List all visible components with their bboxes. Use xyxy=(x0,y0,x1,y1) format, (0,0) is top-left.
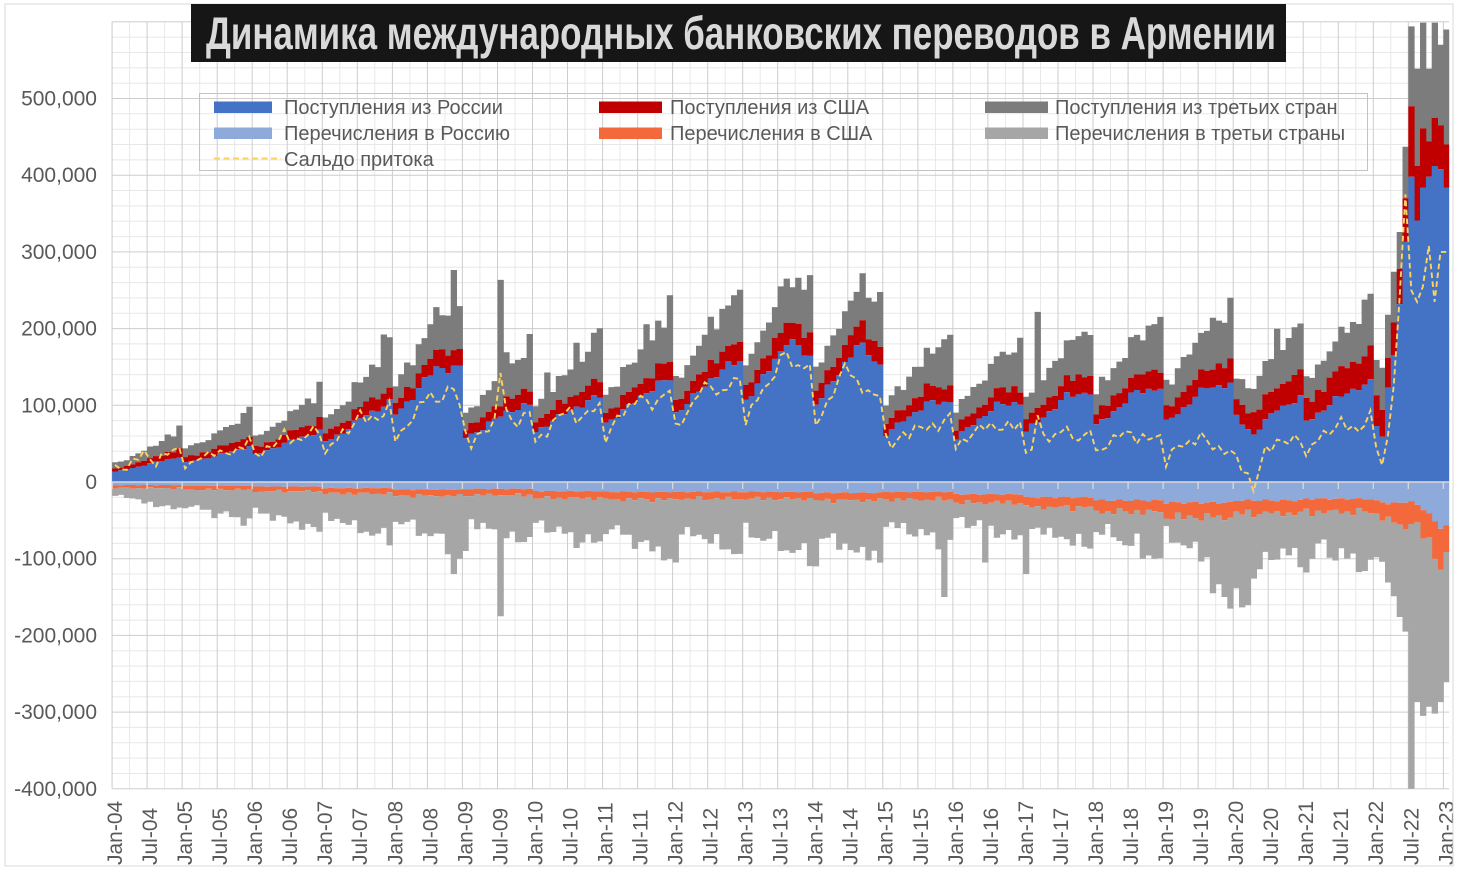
svg-text:Перечисления в третьи страны: Перечисления в третьи страны xyxy=(1055,123,1345,145)
svg-text:Jan-10: Jan-10 xyxy=(524,801,547,865)
svg-text:Сальдо притока: Сальдо притока xyxy=(284,149,435,171)
svg-text:Jul-12: Jul-12 xyxy=(700,808,723,865)
svg-text:Jul-14: Jul-14 xyxy=(840,807,863,865)
svg-text:Jul-11: Jul-11 xyxy=(630,809,653,865)
svg-text:-400,000: -400,000 xyxy=(14,778,97,801)
svg-text:Jan-06: Jan-06 xyxy=(244,801,267,865)
svg-text:Jul-20: Jul-20 xyxy=(1260,808,1283,865)
svg-text:Jul-13: Jul-13 xyxy=(770,808,793,865)
svg-text:0: 0 xyxy=(85,471,97,494)
svg-text:200,000: 200,000 xyxy=(21,318,97,341)
svg-text:Jul-04: Jul-04 xyxy=(139,807,162,865)
svg-text:Jul-08: Jul-08 xyxy=(419,808,442,865)
svg-text:Перечисления в США: Перечисления в США xyxy=(670,123,873,145)
svg-text:500,000: 500,000 xyxy=(21,88,97,111)
svg-text:Jan-13: Jan-13 xyxy=(735,801,758,865)
svg-text:Jan-11: Jan-11 xyxy=(595,802,618,865)
svg-text:Jan-17: Jan-17 xyxy=(1015,801,1038,865)
svg-text:Jan-22: Jan-22 xyxy=(1365,801,1388,865)
svg-text:Jul-16: Jul-16 xyxy=(980,808,1003,865)
svg-text:Jan-15: Jan-15 xyxy=(875,801,898,865)
svg-text:Перечисления в Россию: Перечисления в Россию xyxy=(284,123,510,145)
svg-text:Jul-22: Jul-22 xyxy=(1400,808,1423,865)
svg-text:-200,000: -200,000 xyxy=(14,624,97,647)
svg-text:Jul-15: Jul-15 xyxy=(910,808,933,865)
svg-text:-300,000: -300,000 xyxy=(14,701,97,724)
svg-text:Jul-17: Jul-17 xyxy=(1050,808,1073,865)
svg-text:Jul-21: Jul-21 xyxy=(1330,808,1353,865)
svg-text:Jul-10: Jul-10 xyxy=(559,808,582,865)
svg-text:Jul-09: Jul-09 xyxy=(489,808,512,865)
svg-text:Динамика международных банковс: Динамика международных банковских перево… xyxy=(206,7,1276,59)
svg-text:Поступления из США: Поступления из США xyxy=(670,97,870,119)
svg-text:Поступления из России: Поступления из России xyxy=(284,97,503,119)
svg-text:Jan-07: Jan-07 xyxy=(314,801,337,865)
svg-text:Jan-04: Jan-04 xyxy=(104,800,127,865)
svg-text:Jul-19: Jul-19 xyxy=(1190,808,1213,865)
svg-text:Jan-14: Jan-14 xyxy=(805,800,828,865)
svg-text:Jan-20: Jan-20 xyxy=(1225,801,1248,865)
svg-text:Jan-09: Jan-09 xyxy=(454,801,477,865)
svg-text:Jul-05: Jul-05 xyxy=(209,808,232,865)
svg-text:Jan-19: Jan-19 xyxy=(1155,801,1178,865)
svg-text:Jan-23: Jan-23 xyxy=(1435,801,1458,865)
svg-text:400,000: 400,000 xyxy=(21,164,97,187)
svg-text:Jan-16: Jan-16 xyxy=(945,801,968,865)
svg-text:Jan-18: Jan-18 xyxy=(1085,801,1108,865)
svg-text:Jul-18: Jul-18 xyxy=(1120,808,1143,865)
svg-text:100,000: 100,000 xyxy=(21,394,97,417)
svg-text:Jan-08: Jan-08 xyxy=(384,801,407,865)
svg-text:-100,000: -100,000 xyxy=(14,548,97,571)
svg-text:Поступления из третьих стран: Поступления из третьих стран xyxy=(1055,97,1338,119)
svg-text:Jul-06: Jul-06 xyxy=(279,808,302,865)
svg-text:Jan-21: Jan-21 xyxy=(1295,801,1318,865)
svg-text:300,000: 300,000 xyxy=(21,241,97,264)
svg-text:Jan-05: Jan-05 xyxy=(174,801,197,865)
svg-text:Jan-12: Jan-12 xyxy=(665,801,688,865)
svg-text:Jul-07: Jul-07 xyxy=(349,808,372,865)
